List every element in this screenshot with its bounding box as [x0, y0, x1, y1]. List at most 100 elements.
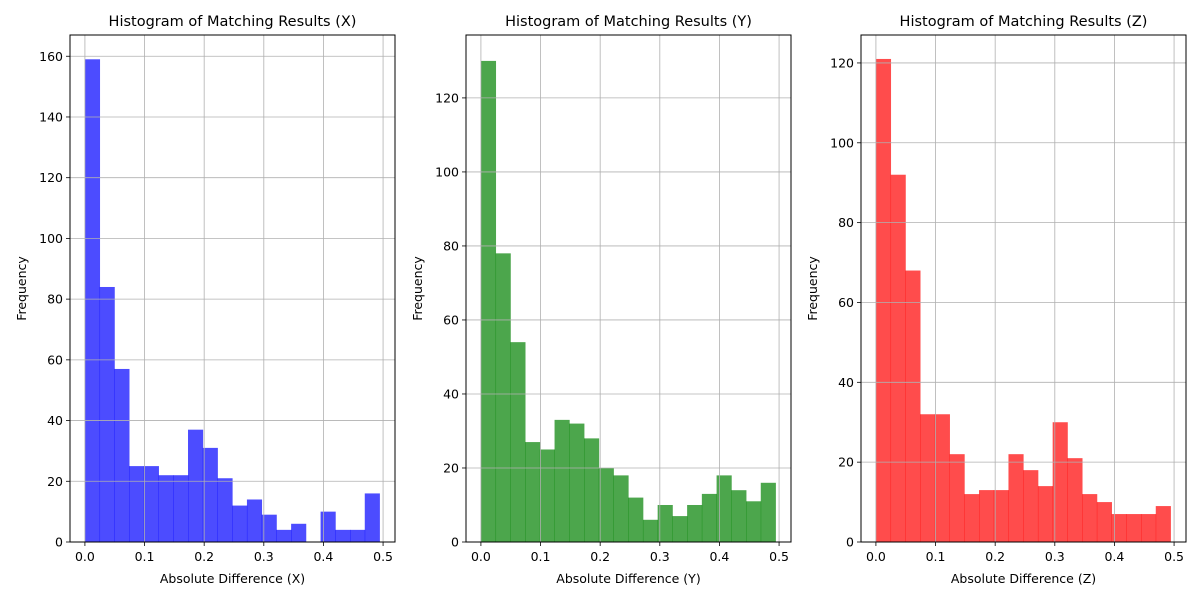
x-tick-label-x-3: 0.3 [254, 549, 274, 564]
y-tick-label-z-6: 120 [830, 55, 854, 70]
x-tick-label-z-1: 0.1 [926, 549, 946, 564]
y-tick-label-x-1: 20 [47, 474, 63, 489]
x-tick-label-x-2: 0.2 [194, 549, 214, 564]
x-tick-label-y-1: 0.1 [531, 549, 551, 564]
bar-y-9 [613, 475, 629, 542]
bar-z-8 [993, 490, 1009, 542]
bar-x-2 [114, 368, 130, 542]
bar-y-12 [657, 504, 673, 542]
bar-y-11 [642, 519, 659, 542]
bar-y-16 [716, 475, 732, 542]
bar-x-6 [173, 475, 189, 542]
x-axis-label-y: Absolute Difference (Y) [556, 571, 700, 586]
bar-y-14 [687, 504, 703, 542]
y-tick-label-x-0: 0 [55, 535, 63, 550]
x-tick-label-x-5: 0.5 [373, 549, 393, 564]
y-tick-label-y-4: 80 [443, 238, 459, 253]
histogram-panel-x: 0.0 0.1 0.2 0.3 0.4 0.5 0 20 40 60 80 100 120 140 160 H… [14, 14, 396, 586]
bar-z-11 [1037, 486, 1054, 542]
bar-y-7 [584, 438, 600, 542]
bar-x-12 [261, 514, 277, 542]
bar-y-17 [731, 490, 747, 542]
y-tick-label-y-0: 0 [451, 535, 459, 550]
bar-x-9 [217, 478, 233, 542]
histogram-panel-z: 0.0 0.1 0.2 0.3 0.4 0.5 0 20 40 60 80 100 120 Histogr… [805, 14, 1187, 586]
axes-frame-x [69, 34, 396, 543]
y-axis-label-x: Frequency [14, 256, 29, 321]
bar-z-16 [1111, 514, 1127, 542]
bar-z-6 [964, 494, 980, 542]
histogram-panel-y: 0.0 0.1 0.2 0.3 0.4 0.5 0 20 40 60 80 100 120 Histogr… [410, 14, 792, 586]
bar-x-14 [291, 523, 307, 542]
bars-y [480, 60, 776, 542]
y-tick-label-x-6: 120 [39, 170, 63, 185]
y-tick-label-y-1: 20 [443, 460, 459, 475]
bar-z-4 [934, 414, 950, 542]
y-tick-label-x-7: 140 [39, 109, 63, 124]
y-tick-label-z-5: 100 [830, 135, 854, 150]
bars-x [84, 59, 380, 543]
bar-x-19 [364, 493, 380, 542]
bar-x-1 [99, 286, 115, 542]
bar-x-0 [84, 59, 101, 543]
bar-x-10 [232, 505, 248, 542]
bar-y-2 [510, 342, 526, 542]
bar-x-13 [276, 529, 292, 542]
y-tick-label-z-4: 80 [838, 215, 854, 230]
bar-z-9 [1008, 454, 1024, 542]
x-tick-label-y-5: 0.5 [769, 549, 789, 564]
y-tick-label-y-6: 120 [435, 90, 459, 105]
bar-z-1 [890, 174, 906, 542]
bar-z-5 [949, 454, 965, 542]
bar-y-3 [525, 442, 541, 542]
bar-z-12 [1052, 422, 1068, 542]
bar-z-14 [1082, 494, 1098, 542]
bar-y-19 [760, 482, 776, 542]
axes-frame-y [465, 34, 792, 543]
bar-x-3 [129, 466, 145, 542]
x-tick-label-y-4: 0.4 [709, 549, 729, 564]
bar-z-18 [1141, 514, 1157, 542]
bar-y-13 [672, 516, 688, 542]
bar-y-10 [628, 497, 644, 542]
x-tick-label-x-0: 0.0 [75, 549, 95, 564]
bar-x-17 [335, 529, 351, 542]
bar-z-19 [1155, 506, 1171, 542]
bar-x-4 [143, 466, 159, 542]
y-tick-label-x-5: 100 [39, 231, 63, 246]
chart-title-y: Histogram of Matching Results (Y) [505, 14, 752, 30]
bar-z-0 [875, 58, 892, 542]
x-tick-label-y-3: 0.3 [650, 549, 670, 564]
bar-x-11 [246, 499, 263, 542]
bar-z-10 [1023, 470, 1039, 542]
chart-title-z: Histogram of Matching Results (Z) [900, 14, 1148, 30]
grid-x [70, 35, 395, 543]
bar-y-0 [480, 60, 497, 542]
bar-y-4 [539, 449, 555, 542]
x-axis-label-x: Absolute Difference (X) [160, 571, 305, 586]
x-tick-label-x-1: 0.1 [135, 549, 155, 564]
y-axis-label-y: Frequency [410, 256, 425, 321]
y-tick-label-y-5: 100 [435, 164, 459, 179]
y-tick-label-y-3: 60 [443, 312, 459, 327]
y-tick-label-z-0: 0 [846, 535, 854, 550]
y-tick-label-x-2: 40 [47, 413, 63, 428]
bar-y-8 [598, 467, 614, 542]
x-tick-label-y-0: 0.0 [471, 549, 491, 564]
y-tick-label-z-1: 20 [838, 455, 854, 470]
x-tick-label-z-2: 0.2 [985, 549, 1005, 564]
bar-y-15 [701, 493, 717, 542]
bar-x-8 [202, 447, 218, 542]
y-tick-label-z-3: 60 [838, 295, 854, 310]
bar-z-17 [1126, 514, 1142, 542]
bar-x-18 [350, 529, 366, 542]
x-tick-label-x-4: 0.4 [313, 549, 333, 564]
bar-x-16 [320, 511, 336, 542]
chart-title-x: Histogram of Matching Results (X) [109, 14, 357, 30]
x-tick-label-y-2: 0.2 [590, 549, 610, 564]
x-axis-label-z: Absolute Difference (Z) [951, 571, 1096, 586]
bar-z-3 [920, 414, 936, 542]
bar-x-5 [158, 475, 174, 542]
y-tick-label-y-2: 40 [443, 386, 459, 401]
